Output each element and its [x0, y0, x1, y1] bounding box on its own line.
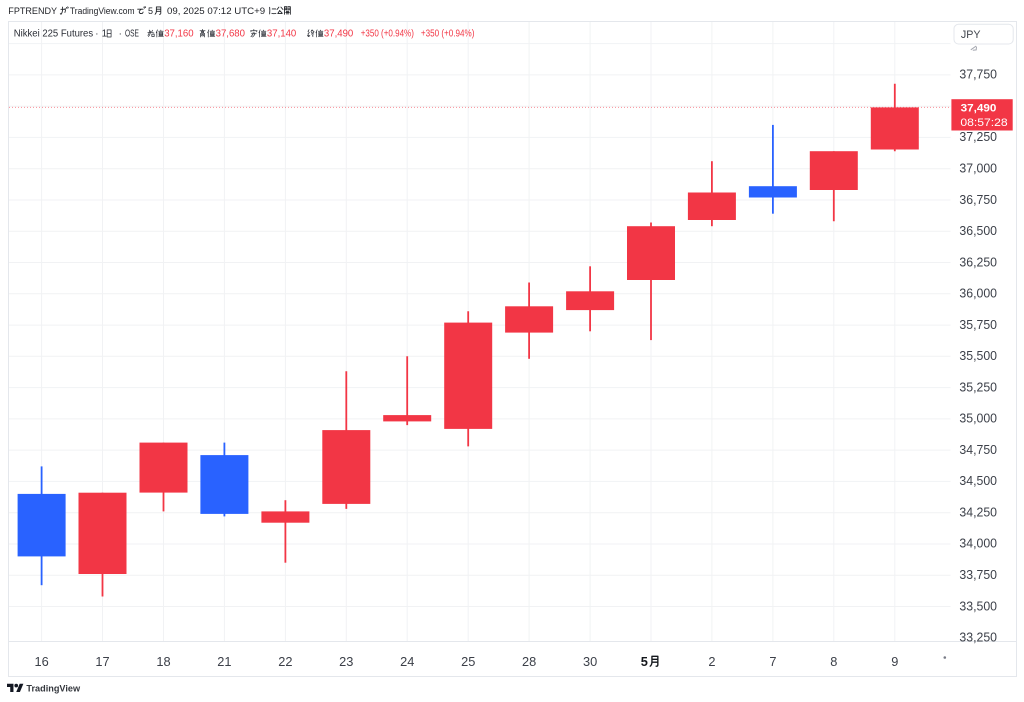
svg-text:TradingView.com: TradingView.com [70, 6, 135, 16]
svg-text:1: 1 [102, 29, 107, 40]
svg-text:36,000: 36,000 [959, 286, 997, 301]
svg-text:34,500: 34,500 [959, 473, 997, 488]
svg-text:8: 8 [830, 654, 837, 669]
svg-text:28: 28 [522, 654, 536, 669]
svg-text:24: 24 [400, 654, 414, 669]
svg-text:TradingView: TradingView [26, 683, 80, 694]
svg-text:33,750: 33,750 [959, 567, 997, 582]
svg-text:35,000: 35,000 [959, 411, 997, 426]
svg-text:9: 9 [891, 654, 898, 669]
svg-text:5: 5 [641, 654, 648, 669]
svg-text:2: 2 [708, 654, 715, 669]
svg-text:37,000: 37,000 [959, 161, 997, 176]
svg-text:37,680: 37,680 [216, 29, 246, 40]
svg-text:37,160: 37,160 [164, 29, 194, 40]
svg-text:33,250: 33,250 [959, 630, 997, 645]
svg-text:35,750: 35,750 [959, 317, 997, 332]
svg-text:36,500: 36,500 [959, 223, 997, 238]
svg-text:35,500: 35,500 [959, 348, 997, 363]
svg-text:09, 2025 07:12 UTC+9: 09, 2025 07:12 UTC+9 [167, 6, 265, 16]
svg-text:22: 22 [278, 654, 292, 669]
svg-text:17: 17 [95, 654, 109, 669]
svg-text:21: 21 [217, 654, 231, 669]
svg-text:Nikkei 225 Futures: Nikkei 225 Futures [14, 29, 93, 40]
svg-text:34,000: 34,000 [959, 536, 997, 551]
svg-text:30: 30 [583, 654, 597, 669]
svg-text:25: 25 [461, 654, 475, 669]
svg-text:18: 18 [156, 654, 170, 669]
svg-text:+350 (+0.94%): +350 (+0.94%) [421, 29, 475, 40]
svg-text:5: 5 [148, 6, 153, 16]
svg-text:23: 23 [339, 654, 353, 669]
svg-text:OSE: OSE [125, 29, 139, 40]
svg-text:·: · [95, 29, 98, 40]
svg-text:35,250: 35,250 [959, 379, 997, 394]
svg-text:+350 (+0.94%): +350 (+0.94%) [361, 29, 414, 40]
svg-text:37,750: 37,750 [959, 67, 997, 82]
svg-text:08:57:28: 08:57:28 [960, 117, 1007, 129]
svg-text:·: · [119, 29, 122, 40]
svg-text:7: 7 [769, 654, 776, 669]
svg-text:36,750: 36,750 [959, 192, 997, 207]
svg-text:16: 16 [34, 654, 48, 669]
svg-text:34,250: 34,250 [959, 504, 997, 519]
svg-text:36,250: 36,250 [959, 254, 997, 269]
svg-text:33,500: 33,500 [959, 598, 997, 613]
svg-text:JPY: JPY [961, 29, 981, 41]
svg-text:37,140: 37,140 [267, 29, 297, 40]
svg-text:34,750: 34,750 [959, 442, 997, 457]
svg-text:FPTRENDY: FPTRENDY [8, 6, 57, 16]
svg-text:37,250: 37,250 [959, 129, 997, 144]
svg-text:37,490: 37,490 [961, 103, 997, 115]
svg-text:37,490: 37,490 [324, 29, 354, 40]
